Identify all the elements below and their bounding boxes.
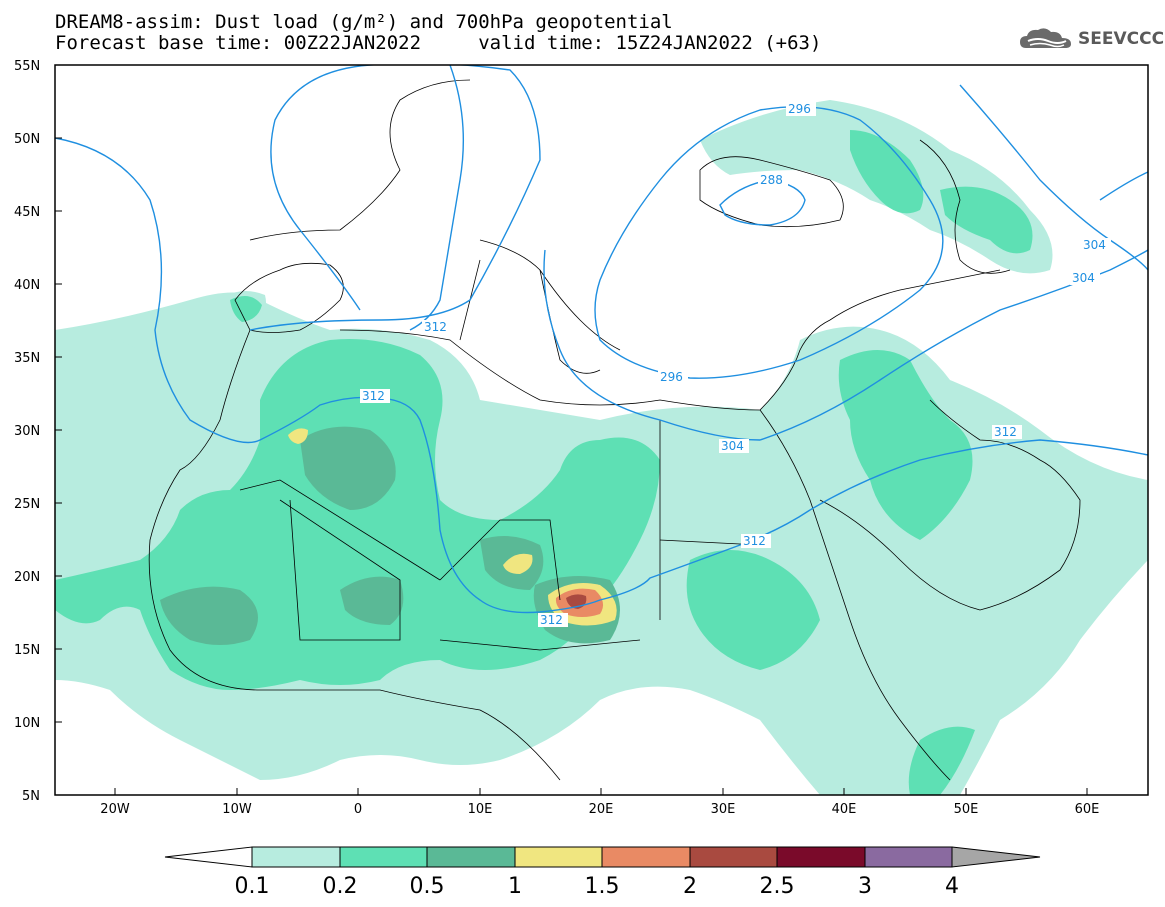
colorbar-label: 4: [945, 874, 959, 899]
logo: SEEVCCC: [1018, 26, 1164, 52]
lat-label: 30N: [14, 424, 40, 439]
colorbar-box-2-5: [776, 846, 866, 868]
lat-label: 55N: [14, 59, 40, 74]
dust-level-1-c: [288, 428, 308, 444]
dust-level-1-b: [503, 553, 533, 574]
contour-label-east: 304: [1072, 271, 1095, 285]
dust-level-0-5: [300, 426, 396, 510]
colorbar-label: 1: [508, 874, 522, 899]
colorbar-label: 2: [683, 874, 697, 899]
contour-label-mediterranean: 296: [660, 370, 683, 384]
contour-label-sudan: 312: [743, 534, 766, 548]
colorbar-box-1-5: [601, 846, 691, 868]
contour-label-north-africa: 312: [362, 389, 385, 403]
colorbar-box-2: [689, 846, 778, 868]
contour-label-sahel: 312: [540, 613, 563, 627]
lon-label: 10E: [468, 802, 493, 817]
lon-label: 10W: [222, 802, 252, 817]
contour-labels: 312 312 312 312 312 304 304 304 296 296 …: [360, 102, 1111, 627]
colorbar-high-arrow: [951, 846, 1041, 868]
dust-level-0-2-east: [686, 550, 820, 670]
lat-labels: 55N 50N 45N 40N 35N 30N 25N 20N 15N 10N …: [14, 59, 40, 804]
lat-label: 5N: [22, 789, 40, 804]
contour-label-black-sea: 296: [788, 102, 811, 116]
lon-label: 30E: [711, 802, 736, 817]
chart-title: DREAM8-assim: Dust load (g/m²) and 700hP…: [55, 11, 673, 33]
dust-field: [55, 100, 1148, 795]
lat-label: 40N: [14, 278, 40, 293]
dust-level-0-5-c: [340, 576, 404, 625]
colorbar-box-0-1: [251, 846, 341, 868]
chart-subtitle: Forecast base time: 00Z22JAN2022 valid t…: [55, 32, 822, 54]
contour-label-caspian: 304: [1083, 238, 1106, 252]
colorbar-box-0-5: [426, 846, 516, 868]
lon-label: 60E: [1075, 802, 1100, 817]
lat-label: 50N: [14, 132, 40, 147]
lat-label: 20N: [14, 570, 40, 585]
dust-level-0-2-arabia: [838, 350, 973, 540]
logo-text: SEEVCCC: [1078, 29, 1165, 49]
colorbar-label: 2.5: [760, 874, 795, 899]
dust-level-0-1-west: [55, 336, 148, 385]
lon-labels: 20W 10W 0 10E 20E 30E 40E 50E 60E: [100, 802, 1099, 817]
lon-label: 0: [354, 802, 362, 817]
dust-level-0-5-b: [160, 586, 258, 645]
contour-label-arabia: 312: [994, 425, 1017, 439]
colorbar-label: 1.5: [585, 874, 620, 899]
colorbar-box-1: [514, 846, 603, 868]
colorbar-low-arrow: [164, 846, 253, 868]
colorbar: [164, 846, 1041, 868]
lat-label: 25N: [14, 497, 40, 512]
lon-label: 50E: [954, 802, 979, 817]
dust-level-0-2-kz: [940, 186, 1033, 254]
colorbar-box-0-2: [339, 846, 428, 868]
lat-label: 10N: [14, 716, 40, 731]
dust-level-0-2-iberia: [230, 296, 262, 322]
colorbar-box-3: [864, 846, 953, 868]
colorbar-label: 0.2: [323, 874, 358, 899]
colorbar-label: 3: [858, 874, 872, 899]
contour-label-crimea: 288: [760, 173, 783, 187]
lon-label: 40E: [832, 802, 857, 817]
colorbar-labels: 0.1 0.2 0.5 1 1.5 2 2.5 3 4: [235, 874, 960, 899]
contour-label-egypt: 304: [721, 439, 744, 453]
colorbar-label: 0.5: [410, 874, 445, 899]
contour-label-west: 312: [424, 320, 447, 334]
lat-label: 15N: [14, 643, 40, 658]
lon-label: 20W: [100, 802, 130, 817]
colorbar-label: 0.1: [235, 874, 270, 899]
dust-level-0-2-horn: [908, 726, 975, 795]
lon-label: 20E: [589, 802, 614, 817]
lat-label: 35N: [14, 351, 40, 366]
dust-level-0-2-caspian: [850, 130, 924, 214]
lat-label: 45N: [14, 205, 40, 220]
cloud-logo-icon: [1020, 28, 1071, 48]
tick-marks: [55, 64, 1088, 795]
